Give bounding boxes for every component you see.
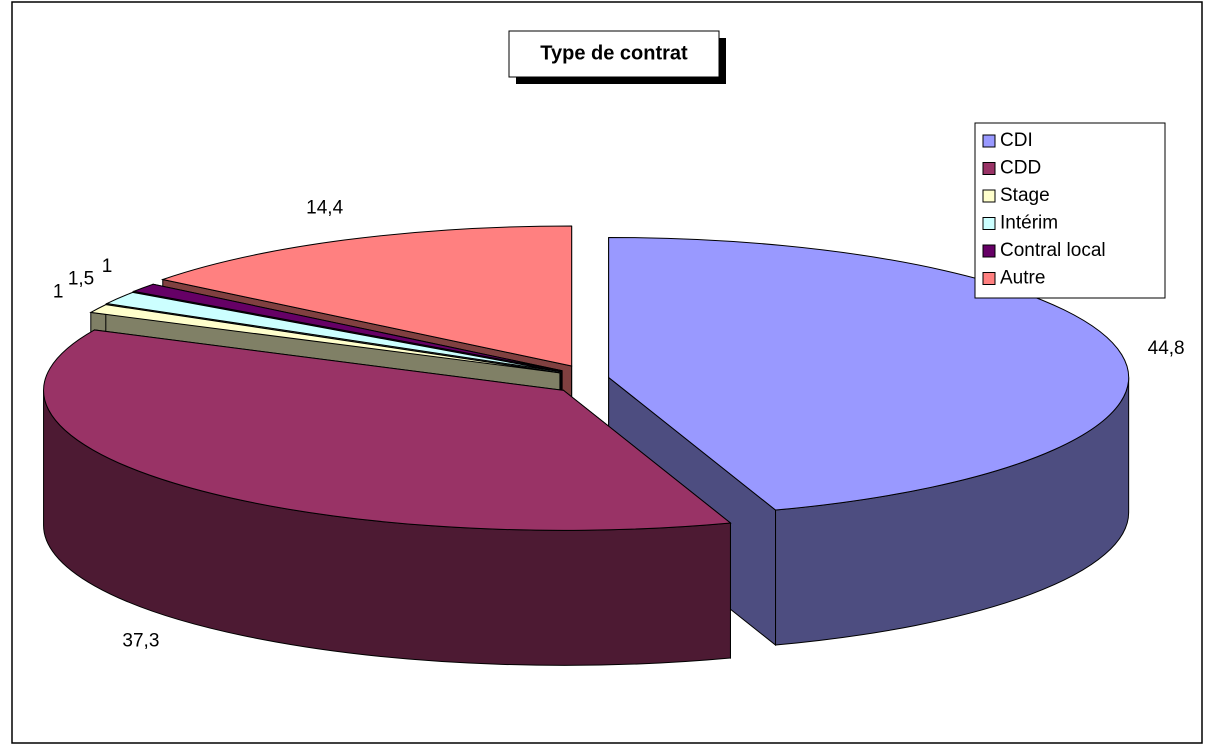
legend-label: Stage	[1000, 185, 1050, 206]
legend-swatch	[982, 272, 996, 285]
slice	[43, 329, 732, 531]
legend-swatch	[982, 134, 996, 148]
legend-label: Autre	[1000, 268, 1045, 289]
slice	[89, 304, 560, 374]
legend-swatch	[982, 162, 996, 175]
legend-swatch	[982, 217, 996, 230]
data-label: 1	[102, 256, 113, 277]
data-label: 37,3	[122, 631, 159, 652]
legend-label: CDD	[1000, 158, 1041, 179]
data-label: 44,8	[1148, 338, 1185, 359]
legend-label: Contral local	[1000, 240, 1106, 261]
title-box	[508, 30, 720, 78]
slice	[105, 291, 562, 373]
slice	[608, 236, 1130, 511]
data-label: 14,4	[306, 198, 343, 219]
legend-label: CDI	[1000, 130, 1033, 151]
legend-swatch	[982, 244, 996, 258]
slice	[160, 225, 573, 367]
slice	[132, 283, 563, 372]
legend	[974, 122, 1166, 299]
legend-label: Intérim	[1000, 213, 1058, 234]
pie	[43, 225, 1130, 666]
data-label: 1,5	[68, 268, 94, 289]
legend-swatch	[982, 189, 996, 203]
chart-title: Type de contrat	[540, 42, 688, 64]
data-label: 1	[53, 281, 64, 302]
